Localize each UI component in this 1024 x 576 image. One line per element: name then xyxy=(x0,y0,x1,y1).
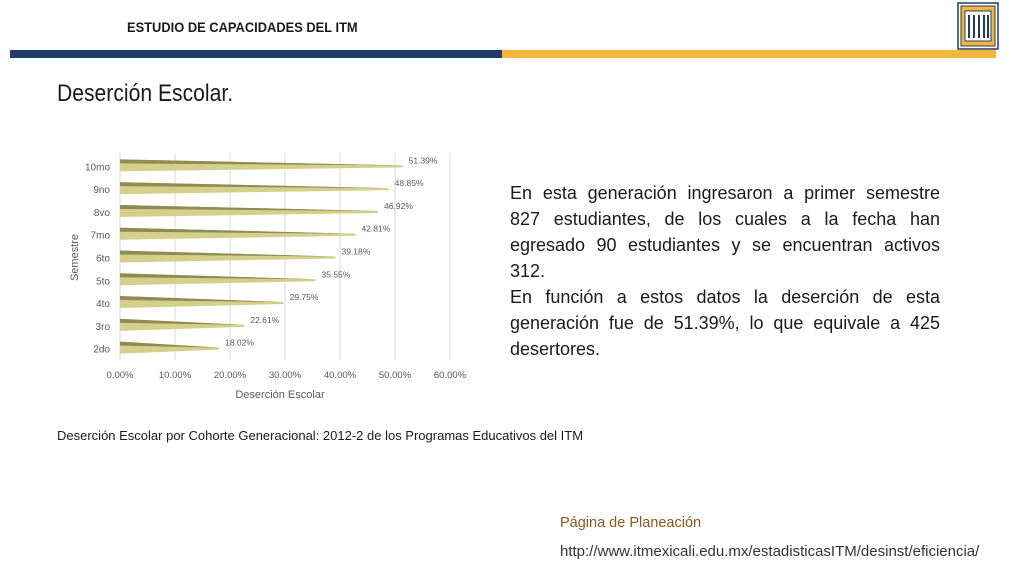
header-title: ESTUDIO DE CAPACIDADES DEL ITM xyxy=(127,19,358,35)
chart-svg: 0.00% 10.00% 20.00% 30.00% 40.00% 50.00% 60.00… xyxy=(69,153,467,401)
y-tick-label: 7mo xyxy=(91,231,111,242)
x-tick-label: 50.00% xyxy=(379,370,412,381)
data-label: 51.39% xyxy=(409,155,438,165)
data-label: 46.92% xyxy=(384,201,413,211)
footer-url-link[interactable]: http://www.itmexicali.edu.mx/estadistica… xyxy=(560,543,980,560)
paragraph-2: En función a estos datos la deserción de… xyxy=(510,287,940,359)
footer-label: Página de Planeación xyxy=(560,515,702,531)
bar-top-face xyxy=(120,204,379,211)
y-tick-label: 3ro xyxy=(96,322,111,333)
x-tick-label: 20.00% xyxy=(214,370,247,381)
bar-top-face xyxy=(120,296,284,303)
y-tick-label: 2do xyxy=(93,345,110,356)
data-label: 18.02% xyxy=(225,338,254,348)
data-label: 22.61% xyxy=(250,315,279,325)
bar-top-face xyxy=(120,250,336,257)
data-label: 39.18% xyxy=(341,247,370,257)
x-tick-label: 0.00% xyxy=(107,370,134,381)
chart-caption: Deserción Escolar por Cohorte Generacion… xyxy=(57,428,584,443)
x-tick-label: 10.00% xyxy=(159,370,192,381)
data-label: 42.81% xyxy=(361,224,390,234)
bar-top-face xyxy=(120,182,389,189)
data-label: 35.55% xyxy=(322,269,351,279)
bar-top-face xyxy=(120,159,403,166)
page-title: Deserción Escolar. xyxy=(57,80,234,107)
y-tick-label: 4to xyxy=(96,299,110,310)
x-axis-label: Deserción Escolar xyxy=(235,389,325,401)
y-tick-label: 10mo xyxy=(85,162,110,173)
desercion-chart: 0.00% 10.00% 20.00% 30.00% 40.00% 50.00% 60.00… xyxy=(60,145,480,405)
body-text: En esta generación ingresaron a primer s… xyxy=(510,180,940,362)
x-tick-label: 40.00% xyxy=(324,370,357,381)
paragraph-1: En esta generación ingresaron a primer s… xyxy=(510,183,940,281)
itm-logo-icon xyxy=(957,2,999,50)
data-label: 29.75% xyxy=(290,292,319,302)
y-axis-label: Semestre xyxy=(69,234,81,281)
data-label: 48.85% xyxy=(395,178,424,188)
x-tick-label: 30.00% xyxy=(269,370,302,381)
x-tick-label: 60.00% xyxy=(434,370,467,381)
y-tick-label: 9no xyxy=(93,185,110,196)
bar-top-face xyxy=(120,318,245,325)
header-band-blue xyxy=(10,50,502,58)
bar-top-face xyxy=(120,227,356,234)
y-tick-label: 5to xyxy=(96,276,110,287)
bar-top-face xyxy=(120,341,220,348)
y-tick-label: 8vo xyxy=(94,208,111,219)
y-tick-label: 6to xyxy=(96,254,110,265)
header-band-gold xyxy=(502,50,996,58)
